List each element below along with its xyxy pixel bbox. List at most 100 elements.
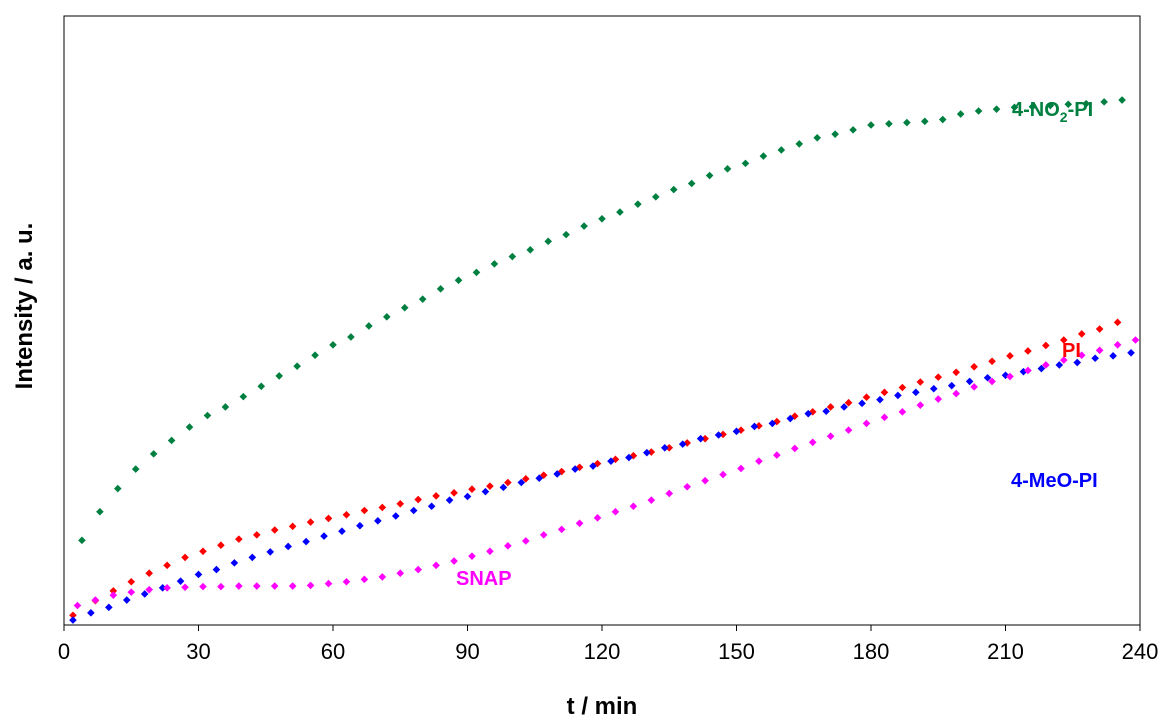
data-point xyxy=(598,214,606,223)
data-point xyxy=(634,200,642,208)
data-point xyxy=(521,537,530,545)
data-point xyxy=(158,584,167,592)
data-point xyxy=(194,570,203,579)
data-point xyxy=(1082,99,1090,108)
data-point xyxy=(217,582,225,591)
data-point xyxy=(145,585,153,594)
data-point xyxy=(490,260,499,268)
data-point xyxy=(266,548,275,556)
data-point xyxy=(378,573,387,581)
data-point xyxy=(342,510,351,519)
data-point xyxy=(678,440,687,448)
data-point xyxy=(719,470,727,479)
data-point xyxy=(445,496,454,504)
data-point xyxy=(831,130,839,138)
data-point xyxy=(114,484,122,493)
data-point xyxy=(970,362,978,371)
data-point xyxy=(916,401,925,409)
data-point xyxy=(1095,325,1104,333)
data-point xyxy=(311,351,319,360)
data-point xyxy=(432,561,440,570)
x-tick-label: 180 xyxy=(853,639,890,664)
series-pi xyxy=(69,318,1122,620)
data-point xyxy=(1095,346,1104,355)
data-point xyxy=(320,532,328,540)
data-point xyxy=(867,121,875,129)
data-point xyxy=(813,134,821,142)
data-point xyxy=(199,582,207,591)
data-point xyxy=(1131,336,1140,344)
data-point xyxy=(844,426,853,434)
data-point xyxy=(539,531,548,539)
data-point xyxy=(230,559,239,567)
data-point xyxy=(750,422,759,431)
data-point xyxy=(575,519,584,528)
data-point xyxy=(723,165,732,173)
x-tick-label: 30 xyxy=(186,639,210,664)
data-point xyxy=(970,383,978,391)
series-label-4-no2-pi: 4-NO2-PI xyxy=(1012,99,1093,125)
series-label-snap: SNAP xyxy=(456,568,512,590)
data-point xyxy=(1100,98,1108,106)
data-point xyxy=(105,603,113,612)
data-point xyxy=(665,443,674,452)
data-point xyxy=(481,487,490,496)
data-point xyxy=(1024,366,1032,375)
data-point xyxy=(974,107,983,115)
data-point xyxy=(1077,351,1086,360)
data-point xyxy=(808,408,817,416)
data-point xyxy=(526,246,535,254)
series-label-4-no2-pi-main: 4-NO xyxy=(1012,99,1060,121)
data-point xyxy=(284,542,292,551)
data-point xyxy=(450,489,458,497)
data-point xyxy=(1059,336,1068,344)
data-point xyxy=(131,465,140,473)
data-point xyxy=(777,146,786,154)
data-point xyxy=(571,465,579,473)
data-point xyxy=(468,552,476,560)
data-point xyxy=(952,368,960,377)
data-point xyxy=(396,569,405,578)
data-point xyxy=(324,579,333,588)
data-point xyxy=(199,547,207,556)
data-point xyxy=(965,377,974,386)
data-point xyxy=(862,419,871,428)
data-point xyxy=(1006,372,1014,381)
data-point xyxy=(849,126,857,134)
data-point xyxy=(1046,101,1055,110)
x-tick-label: 90 xyxy=(455,639,479,664)
data-point xyxy=(1037,364,1046,373)
data-point xyxy=(360,575,369,584)
data-point xyxy=(454,276,463,285)
data-point xyxy=(109,587,118,595)
data-point xyxy=(1064,100,1073,109)
x-tick-label: 0 xyxy=(58,639,70,664)
data-point xyxy=(643,448,651,457)
data-point xyxy=(383,313,391,321)
data-point xyxy=(916,378,925,386)
data-point xyxy=(786,414,795,423)
data-point xyxy=(302,537,310,546)
data-point xyxy=(1042,341,1050,350)
data-point xyxy=(952,389,960,398)
data-point xyxy=(1006,352,1014,360)
data-point xyxy=(69,616,77,624)
data-point xyxy=(544,237,552,246)
data-point xyxy=(235,535,243,543)
data-point xyxy=(705,171,714,180)
data-point xyxy=(844,398,853,407)
data-point xyxy=(306,581,315,590)
data-point xyxy=(665,489,674,498)
data-point xyxy=(181,553,189,562)
data-point xyxy=(338,527,346,536)
data-point xyxy=(472,268,481,277)
data-point xyxy=(270,582,279,590)
data-point xyxy=(235,582,243,590)
data-point xyxy=(683,482,691,491)
data-point xyxy=(898,408,907,416)
data-point xyxy=(508,252,517,261)
data-point xyxy=(732,427,741,436)
data-point xyxy=(947,381,956,390)
data-point xyxy=(356,521,364,530)
data-point xyxy=(1059,356,1068,364)
